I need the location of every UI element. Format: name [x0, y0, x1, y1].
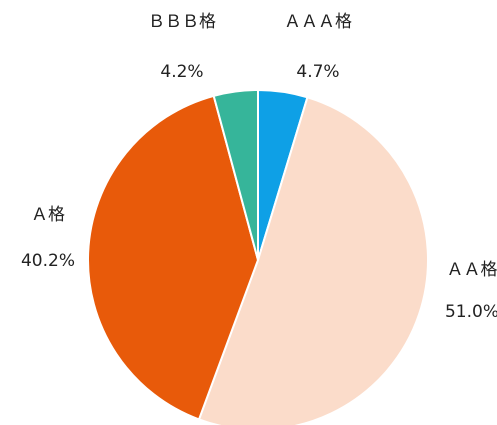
slice-label: Ａ格 [31, 205, 65, 225]
value-label: 4.2% [160, 62, 203, 82]
pie-slice [87, 94, 260, 421]
slice-label: ＢＢＢ格 [148, 12, 216, 32]
value-label: 51.0% [445, 302, 497, 322]
pie-slice [212, 88, 259, 261]
slice-label: ＡＡＡ格 [284, 12, 352, 32]
value-label: 40.2% [21, 251, 75, 271]
value-label: 4.7% [296, 62, 339, 82]
slice-label: ＡＡ格 [447, 260, 497, 280]
pie-slice [197, 96, 429, 425]
